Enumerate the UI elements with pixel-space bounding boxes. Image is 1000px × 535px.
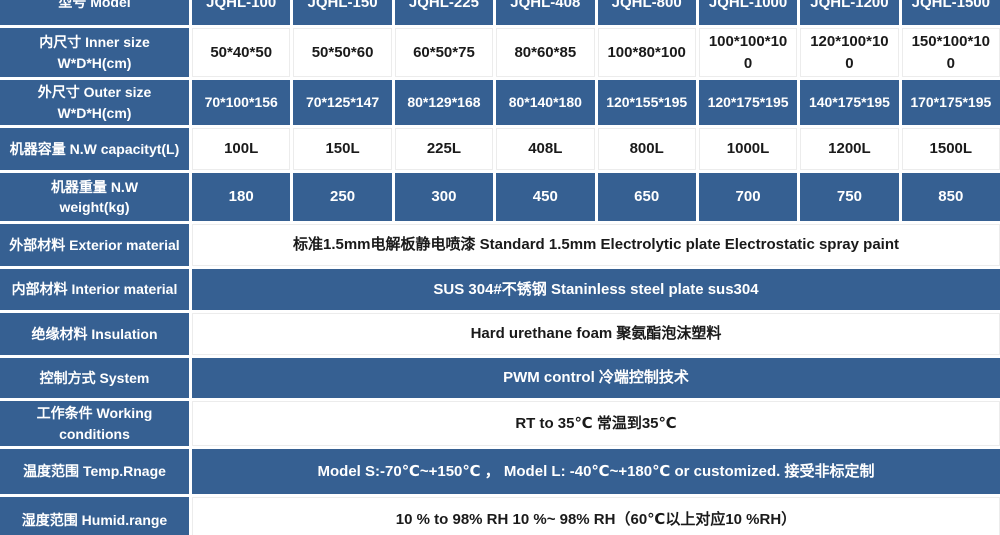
weight-cell: 850	[901, 173, 1000, 221]
humidity-range-value: 10 % to 98% RH 10 %~ 98% RH（60℃以上对应10 %R…	[192, 497, 1000, 535]
inner-size-cell: 80*60*85	[496, 28, 595, 77]
capacity-cell: 1000L	[698, 128, 798, 170]
insulation-row: 绝缘材料 Insulation Hard urethane foam 聚氨酯泡沫…	[0, 313, 1000, 355]
inner-size-cell: 60*50*75	[394, 28, 494, 77]
inner-size-cell: 50*50*60	[293, 28, 392, 77]
exterior-material-value: 标准1.5mm电解板静电喷漆 Standard 1.5mm Electrolyt…	[192, 224, 1000, 266]
inner-size-cell: 100*80*100	[597, 28, 696, 77]
weight-cell: 450	[496, 173, 595, 221]
capacity-cell: 408L	[496, 128, 595, 170]
inner-size-cell: 120*100*100	[800, 28, 899, 77]
weight-cell: 650	[597, 173, 696, 221]
capacity-cell: 800L	[597, 128, 696, 170]
model-header-cell: JQHL-100	[192, 0, 291, 25]
outer-size-cell: 170*175*195	[901, 80, 1000, 125]
row-label-capacity: 机器容量 N.W capacityt(L)	[0, 128, 189, 170]
exterior-material-row: 外部材料 Exterior material 标准1.5mm电解板静电喷漆 St…	[0, 224, 1000, 266]
row-label-inner-size: 内尺寸 Inner size W*D*H(cm)	[0, 28, 189, 77]
working-conditions-row: 工作条件 Working conditions RT to 35℃ 常温到35℃	[0, 401, 1000, 446]
model-header-cell: JQHL-150	[293, 0, 392, 25]
temperature-range-value: Model S:-70℃~+150℃ ， Model L: -40℃~+180℃…	[192, 449, 1000, 494]
outer-size-cell: 80*140*180	[496, 80, 595, 125]
model-header-cell: JQHL-800	[597, 0, 696, 25]
row-label-working-conditions: 工作条件 Working conditions	[0, 401, 189, 446]
control-system-value: PWM control 冷端控制技术	[192, 358, 1000, 398]
model-header-cell: JQHL-1500	[901, 0, 1000, 25]
row-label-exterior-material: 外部材料 Exterior material	[0, 224, 189, 266]
capacity-row: 机器容量 N.W capacityt(L) 100L 150L 225L 408…	[0, 128, 1000, 170]
inner-size-cell: 150*100*100	[901, 28, 1000, 77]
capacity-cell: 1200L	[800, 128, 899, 170]
row-label-temperature-range: 温度范围 Temp.Rnage	[0, 449, 189, 494]
capacity-cell: 1500L	[901, 128, 1000, 170]
weight-cell: 250	[293, 173, 392, 221]
working-conditions-value: RT to 35℃ 常温到35℃	[192, 401, 1000, 446]
row-label-weight: 机器重量 N.W weight(kg)	[0, 173, 189, 221]
row-label-interior-material: 内部材料 Interior material	[0, 269, 189, 310]
interior-material-row: 内部材料 Interior material SUS 304#不锈钢 Stani…	[0, 269, 1000, 310]
outer-size-row: 外尺寸 Outer size W*D*H(cm) 70*100*156 70*1…	[0, 80, 1000, 125]
inner-size-cell: 100*100*100	[698, 28, 798, 77]
insulation-value: Hard urethane foam 聚氨酯泡沫塑料	[192, 313, 1000, 355]
capacity-cell: 225L	[394, 128, 494, 170]
interior-material-value: SUS 304#不锈钢 Staninless steel plate sus30…	[192, 269, 1000, 310]
capacity-cell: 100L	[192, 128, 291, 170]
outer-size-cell: 120*175*195	[698, 80, 798, 125]
outer-size-cell: 70*100*156	[192, 80, 291, 125]
model-header-cell: JQHL-1200	[800, 0, 899, 25]
weight-cell: 700	[698, 173, 798, 221]
weight-row: 机器重量 N.W weight(kg) 180 250 300 450 650 …	[0, 173, 1000, 221]
model-header-cell: JQHL-1000	[698, 0, 798, 25]
model-header-cell: JQHL-408	[496, 0, 595, 25]
weight-cell: 180	[192, 173, 291, 221]
weight-cell: 750	[800, 173, 899, 221]
row-label-outer-size: 外尺寸 Outer size W*D*H(cm)	[0, 80, 189, 125]
outer-size-cell: 70*125*147	[293, 80, 392, 125]
inner-size-cell: 50*40*50	[192, 28, 291, 77]
row-label-humidity-range: 湿度范围 Humid.range	[0, 497, 189, 535]
control-system-row: 控制方式 System PWM control 冷端控制技术	[0, 358, 1000, 398]
row-label-model: 型号 Model	[0, 0, 189, 25]
outer-size-cell: 140*175*195	[800, 80, 899, 125]
outer-size-cell: 80*129*168	[394, 80, 494, 125]
model-header-row: 型号 Model JQHL-100 JQHL-150 JQHL-225 JQHL…	[0, 0, 1000, 25]
row-label-insulation: 绝缘材料 Insulation	[0, 313, 189, 355]
humidity-range-row: 湿度范围 Humid.range 10 % to 98% RH 10 %~ 98…	[0, 497, 1000, 535]
temperature-range-row: 温度范围 Temp.Rnage Model S:-70℃~+150℃ ， Mod…	[0, 449, 1000, 494]
capacity-cell: 150L	[293, 128, 392, 170]
outer-size-cell: 120*155*195	[597, 80, 696, 125]
weight-cell: 300	[394, 173, 494, 221]
inner-size-row: 内尺寸 Inner size W*D*H(cm) 50*40*50 50*50*…	[0, 28, 1000, 77]
model-header-cell: JQHL-225	[394, 0, 494, 25]
row-label-control-system: 控制方式 System	[0, 358, 189, 398]
